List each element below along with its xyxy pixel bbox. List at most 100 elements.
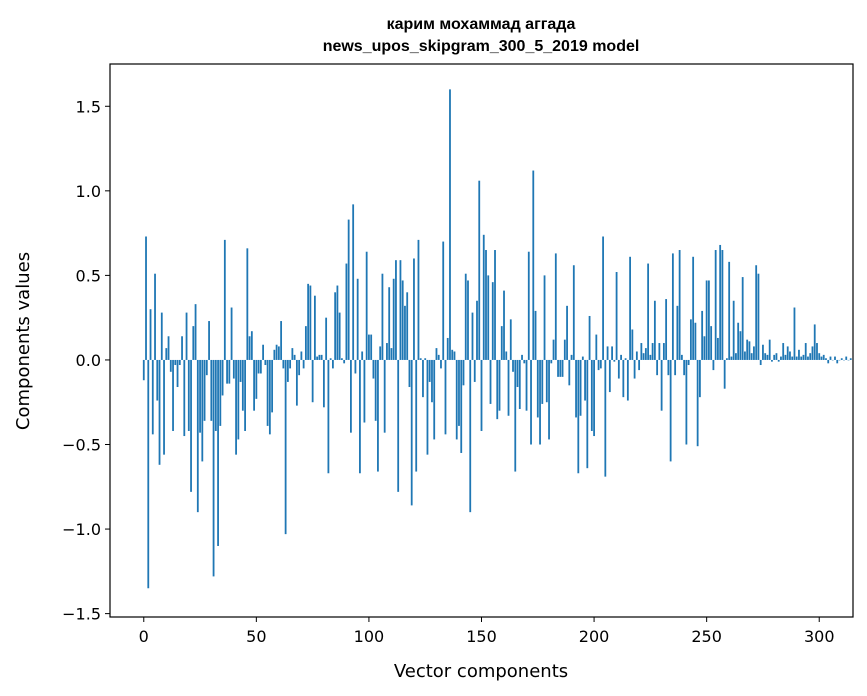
bar	[536, 359, 539, 418]
bar	[478, 180, 481, 360]
bar	[559, 359, 562, 377]
bar	[595, 334, 598, 360]
bar	[753, 346, 755, 360]
bar	[183, 359, 186, 437]
bar	[341, 358, 343, 360]
bar	[422, 359, 424, 398]
bar	[377, 359, 379, 472]
bar	[658, 343, 661, 360]
bar	[356, 278, 359, 360]
bar	[262, 344, 264, 360]
bar	[807, 356, 809, 360]
bar	[653, 300, 656, 360]
bar	[397, 359, 400, 492]
bar	[732, 300, 735, 360]
bar	[802, 354, 805, 360]
bar	[471, 312, 474, 360]
bar	[149, 309, 152, 360]
bar	[322, 359, 325, 408]
bar	[829, 356, 832, 360]
bar	[525, 359, 528, 411]
bar	[822, 354, 825, 360]
bar	[550, 359, 553, 364]
bar	[172, 359, 174, 431]
bar	[275, 344, 278, 360]
bar	[440, 359, 442, 369]
bar	[840, 358, 843, 360]
bar	[496, 359, 499, 420]
bar	[548, 359, 550, 440]
bar	[334, 292, 337, 360]
bar	[813, 324, 816, 360]
bar	[710, 326, 713, 360]
bar	[485, 250, 487, 360]
bar	[361, 351, 364, 360]
bar	[507, 359, 510, 416]
bar	[777, 359, 780, 362]
chart-title-line-1: карим мохаммад аггада	[387, 16, 576, 33]
bar	[793, 307, 796, 360]
bar	[190, 359, 192, 492]
bar	[266, 359, 269, 426]
bar	[545, 359, 548, 403]
bar	[273, 349, 276, 360]
bar	[244, 359, 246, 431]
bar	[205, 359, 208, 376]
bar	[730, 356, 733, 360]
bar	[235, 359, 237, 455]
bar	[253, 359, 255, 411]
bar	[246, 248, 249, 360]
bar	[304, 326, 307, 360]
bar	[158, 359, 161, 465]
bar	[723, 359, 726, 389]
bar	[491, 282, 494, 360]
bar	[685, 359, 688, 445]
bar	[379, 346, 382, 360]
bar	[311, 359, 314, 403]
bar	[404, 305, 406, 360]
bar	[217, 359, 219, 546]
bar	[570, 354, 573, 360]
bar	[534, 310, 537, 360]
bar	[201, 359, 204, 462]
bar	[248, 336, 251, 360]
y-axis-label: Components values	[13, 252, 34, 430]
bar	[401, 280, 404, 360]
bar	[444, 359, 447, 435]
bar	[226, 359, 228, 384]
bar	[428, 359, 431, 382]
bar	[708, 280, 710, 360]
bar	[156, 359, 159, 401]
bar	[313, 295, 316, 360]
bar	[775, 353, 778, 360]
bar	[771, 359, 773, 362]
bar	[680, 354, 683, 360]
bar	[518, 359, 521, 409]
bar	[746, 339, 749, 360]
plot-frame	[109, 63, 854, 618]
bar	[615, 272, 618, 360]
bar	[703, 336, 706, 360]
bar	[199, 359, 201, 433]
bar	[642, 353, 645, 360]
bar	[210, 359, 213, 421]
bar	[611, 346, 613, 360]
bars-group	[142, 89, 852, 589]
bar	[446, 337, 449, 360]
x-axis-ticks: 0 50 100 150 200 250 300	[139, 617, 835, 646]
y-tick-label: −1.0	[62, 520, 101, 539]
bar	[232, 359, 235, 379]
bar	[514, 359, 517, 472]
bar	[295, 359, 298, 406]
bar	[336, 285, 339, 360]
bar	[185, 312, 188, 360]
bar	[849, 358, 852, 360]
bar	[221, 359, 224, 396]
bar	[257, 359, 260, 374]
bar	[809, 353, 812, 360]
bar	[593, 359, 595, 437]
bar	[554, 253, 557, 360]
bar	[584, 359, 586, 401]
bar	[142, 359, 145, 381]
